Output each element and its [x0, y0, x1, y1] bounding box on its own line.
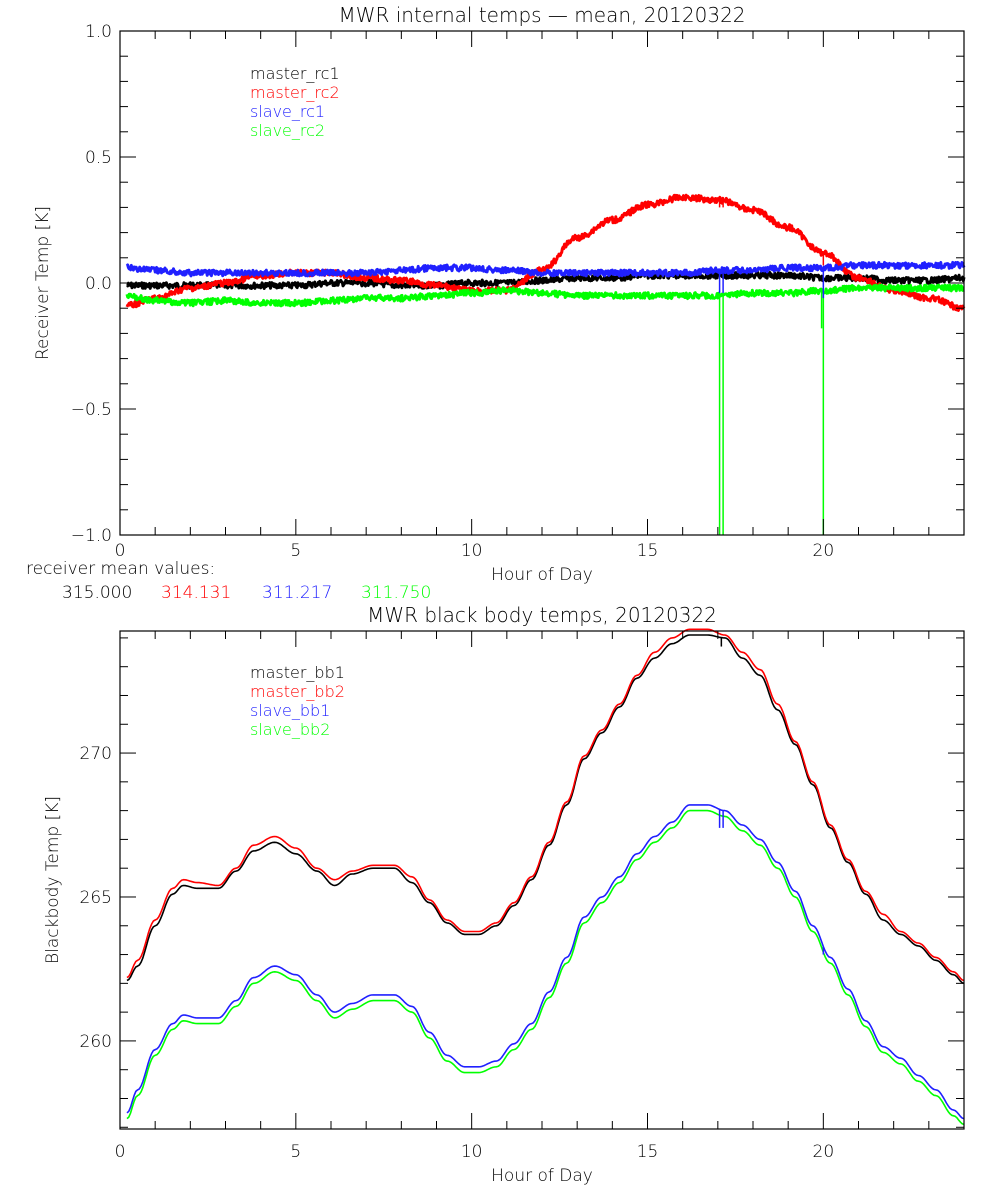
- x-tick-labels: 0 5 10 15 20: [115, 541, 835, 561]
- y-axis-label: Receiver Temp [K]: [33, 206, 53, 360]
- legend-entry: slave_bb1: [250, 701, 330, 720]
- mean-value-slave-rc2: 311.750: [361, 583, 431, 603]
- x-tick-label: 10: [461, 1142, 483, 1162]
- series-layer: [125, 193, 966, 535]
- series-line-slave-bb2: [126, 809, 965, 1126]
- legend-entry: master_rc2: [250, 83, 340, 102]
- blackbody-temps-chart: MWR black body temps, 20120322 0 5 10 15…: [43, 603, 965, 1186]
- x-tick-label: 5: [290, 1142, 301, 1162]
- y-tick-label: 1.0: [85, 22, 112, 42]
- y-tick-label: −0.5: [71, 400, 112, 420]
- y-axis-label: Blackbody Temp [K]: [43, 796, 63, 964]
- mean-values-annotation: receiver mean values: 315.000 314.131 31…: [26, 559, 431, 603]
- x-tick-labels: 0 5 10 15 20: [115, 1142, 835, 1162]
- y-tick-label: 0.5: [85, 148, 112, 168]
- y-tick-labels: −1.0 −0.5 0.0 0.5 1.0: [71, 22, 112, 546]
- x-tick-label: 20: [813, 541, 835, 561]
- series-line-master-rc1: [126, 271, 966, 290]
- legend: master_rc1 master_rc2 slave_rc1 slave_rc…: [250, 64, 340, 140]
- y-tick-labels: 260 265 270: [80, 744, 112, 1052]
- legend-entry: slave_rc1: [250, 102, 325, 121]
- y-tick-label: 260: [80, 1032, 112, 1052]
- x-tick-label: 10: [461, 541, 483, 561]
- series-line-slave-rc2: [125, 283, 965, 308]
- mean-value-master-rc1: 315.000: [62, 583, 132, 603]
- series-line-master-bb2: [126, 628, 965, 982]
- y-tick-label: −1.0: [71, 526, 112, 546]
- receiver-temps-chart: MWR internal temps — mean, 20120322 0 5 …: [26, 3, 966, 603]
- series-layer: [126, 628, 965, 1126]
- y-tick-label: 0.0: [85, 274, 112, 294]
- x-tick-label: 5: [290, 541, 301, 561]
- x-tick-label: 0: [115, 1142, 126, 1162]
- plot-frame: [119, 630, 965, 1130]
- mean-value-slave-rc1: 311.217: [262, 583, 332, 603]
- series-line-slave-bb1: [126, 804, 965, 1120]
- mean-values-label: receiver mean values:: [26, 559, 215, 579]
- x-tick-label: 0: [115, 541, 126, 561]
- chart-title: MWR internal temps — mean, 20120322: [338, 3, 745, 27]
- legend-entry: slave_bb2: [250, 720, 330, 739]
- x-tick-label: 15: [637, 1142, 659, 1162]
- legend-entry: master_bb2: [250, 682, 345, 701]
- axis-ticks: [119, 631, 965, 1129]
- chart-title: MWR black body temps, 20120322: [367, 603, 717, 627]
- y-tick-label: 270: [80, 744, 112, 764]
- legend-entry: master_bb1: [250, 663, 345, 682]
- x-axis-label: Hour of Day: [491, 565, 593, 585]
- series-line-slave-rc1: [125, 260, 966, 278]
- y-tick-label: 265: [80, 888, 112, 908]
- x-tick-label: 15: [637, 541, 659, 561]
- mean-value-master-rc2: 314.131: [161, 583, 231, 603]
- legend: master_bb1 master_bb2 slave_bb1 slave_bb…: [250, 663, 345, 739]
- series-line-master-bb1: [126, 634, 965, 985]
- legend-entry: slave_rc2: [250, 121, 325, 140]
- axis-ticks: [119, 30, 965, 536]
- x-tick-label: 20: [813, 1142, 835, 1162]
- legend-entry: master_rc1: [250, 64, 340, 83]
- x-axis-label: Hour of Day: [491, 1166, 593, 1186]
